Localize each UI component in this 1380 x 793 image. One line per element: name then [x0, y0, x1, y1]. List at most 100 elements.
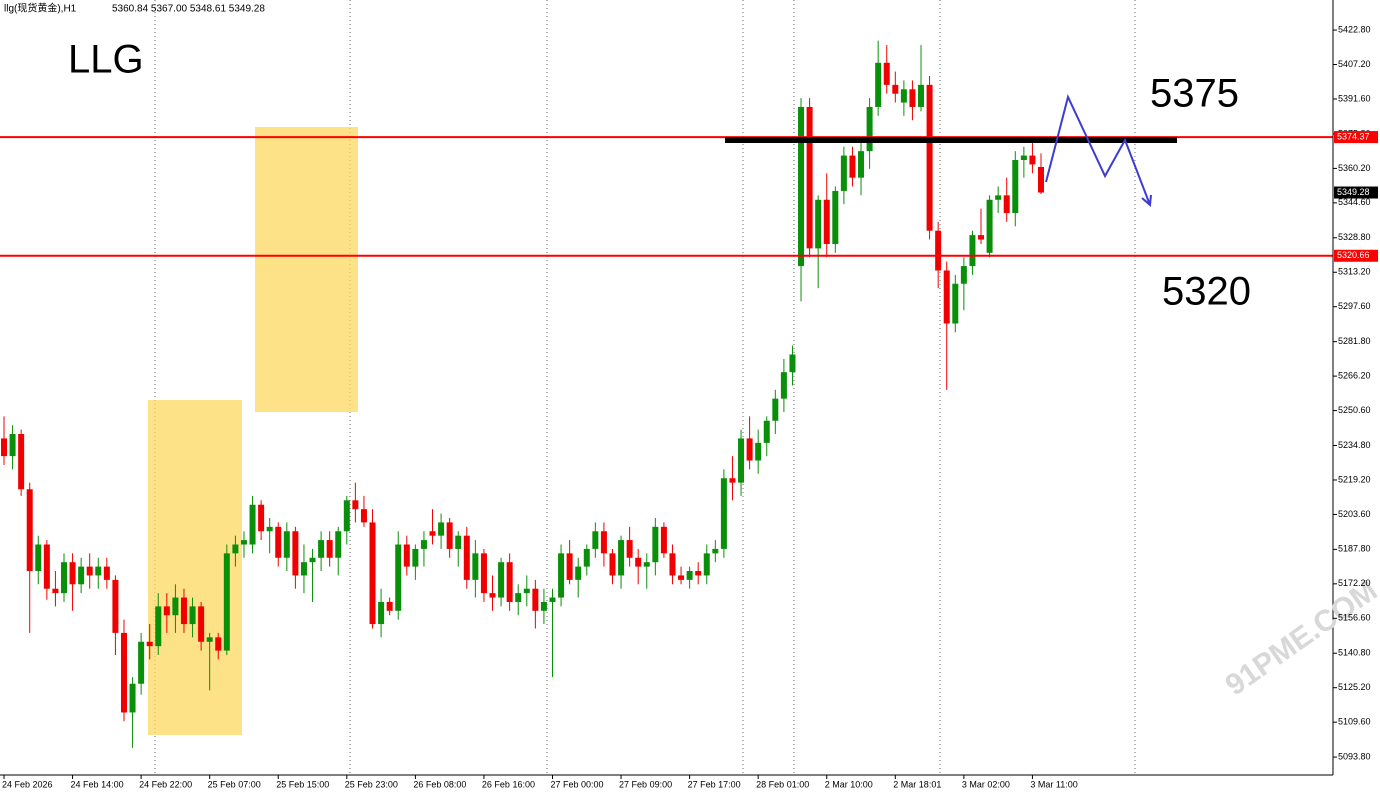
x-tick-label: 3 Mar 11:00 — [1030, 779, 1077, 789]
candle-body — [600, 531, 607, 554]
candle-body — [652, 526, 659, 563]
y-tick-label: 5250.60 — [1338, 405, 1371, 415]
y-tick-label: 5313.20 — [1338, 267, 1371, 277]
candle-body — [660, 526, 667, 554]
y-tick-label: 5266.20 — [1338, 370, 1371, 380]
candle-body — [292, 531, 299, 576]
y-tick-label: 5156.60 — [1338, 613, 1371, 623]
candle-body — [489, 593, 496, 598]
candle-body — [498, 562, 505, 598]
y-tick-label: 5093.80 — [1338, 751, 1371, 761]
candle-body — [35, 544, 42, 572]
candle-body — [978, 235, 985, 240]
candle-body — [446, 522, 453, 549]
candle-body — [1012, 159, 1019, 214]
candle-body — [43, 544, 50, 589]
candle-body — [798, 106, 805, 267]
candle-body — [1029, 155, 1036, 165]
candle-body — [995, 195, 1002, 200]
candle-body — [618, 540, 625, 576]
y-tick-label: 5297.60 — [1338, 301, 1371, 311]
y-tick-label: 5360.20 — [1338, 163, 1371, 173]
last-price-label: 5349.28 — [1337, 187, 1370, 197]
candle-body — [189, 606, 196, 625]
candle-body — [155, 606, 162, 647]
candle-body — [909, 89, 916, 107]
candle-body — [206, 637, 213, 642]
x-tick-label: 27 Feb 09:00 — [619, 779, 672, 789]
candle-body — [283, 531, 290, 558]
candle-body — [952, 283, 959, 324]
candle-body — [26, 489, 33, 572]
y-tick-label: 5140.80 — [1338, 648, 1371, 658]
candle-body — [249, 504, 256, 545]
candle-body — [258, 504, 265, 532]
x-tick-label: 27 Feb 00:00 — [550, 779, 603, 789]
projection-arrowhead — [1141, 194, 1152, 208]
candle-body — [266, 526, 273, 532]
candle-body — [960, 266, 967, 284]
candle-body — [918, 84, 925, 107]
candle-body — [695, 571, 702, 576]
candle-body — [626, 540, 633, 558]
y-tick-label: 5391.60 — [1338, 93, 1371, 103]
x-tick-label: 25 Feb 07:00 — [208, 779, 261, 789]
x-tick-label: 3 Mar 02:00 — [962, 779, 1010, 789]
candle-body — [438, 522, 445, 536]
candle-body — [369, 522, 376, 625]
candle-body — [823, 199, 830, 244]
candle-body — [669, 553, 676, 576]
x-tick-label: 28 Feb 01:00 — [756, 779, 809, 789]
symbol-header: llg(现货黄金),H1 — [4, 2, 77, 15]
candle-body — [575, 566, 582, 580]
x-tick-label: 25 Feb 15:00 — [276, 779, 329, 789]
candle-body — [789, 354, 796, 373]
x-tick-label: 2 Mar 10:00 — [825, 779, 873, 789]
candle-body — [69, 562, 76, 585]
candle-body — [738, 438, 745, 483]
candle-body — [378, 601, 385, 625]
candle-body — [892, 84, 899, 94]
y-tick-label: 5422.80 — [1338, 24, 1371, 34]
candle-body — [309, 557, 316, 563]
candle-body — [858, 151, 865, 178]
x-tick-label: 24 Feb 14:00 — [71, 779, 124, 789]
price-level-box — [1334, 249, 1378, 262]
candle-body — [86, 566, 93, 576]
candle-body — [403, 544, 410, 567]
candle-body — [1038, 166, 1044, 193]
candle-body — [163, 606, 170, 616]
candle-body — [866, 106, 873, 152]
candle-body — [180, 597, 187, 625]
candle-body — [549, 597, 556, 602]
candle-body — [540, 601, 547, 611]
candle-body — [463, 535, 470, 580]
candle-body — [609, 553, 616, 576]
candle-body — [883, 62, 890, 85]
candle-body — [386, 601, 393, 611]
candle-body — [480, 553, 487, 594]
candle-body — [95, 566, 102, 576]
candle-body — [720, 478, 727, 549]
candle-body — [172, 597, 179, 616]
candle-body — [532, 588, 539, 611]
y-tick-label: 5407.20 — [1338, 59, 1371, 69]
candle-body — [1, 438, 7, 457]
candle-body — [772, 398, 779, 421]
annotation: 5320 — [1162, 270, 1251, 314]
x-tick-label: 2 Mar 18:01 — [893, 779, 941, 789]
candle-body — [52, 588, 59, 594]
candle-body — [558, 553, 565, 598]
candle-body — [215, 637, 222, 651]
candle-body — [678, 575, 685, 580]
y-tick-label: 5234.80 — [1338, 440, 1371, 450]
candle-body — [943, 270, 950, 324]
y-tick-label: 5125.20 — [1338, 682, 1371, 692]
annotation: LLG — [68, 38, 144, 82]
annotation: 5375 — [1150, 72, 1239, 116]
quote-header: 5360.84 5367.00 5348.61 5349.28 — [112, 4, 265, 15]
candle-body — [395, 544, 402, 611]
candle-body — [806, 106, 813, 249]
y-tick-label: 5219.20 — [1338, 474, 1371, 484]
